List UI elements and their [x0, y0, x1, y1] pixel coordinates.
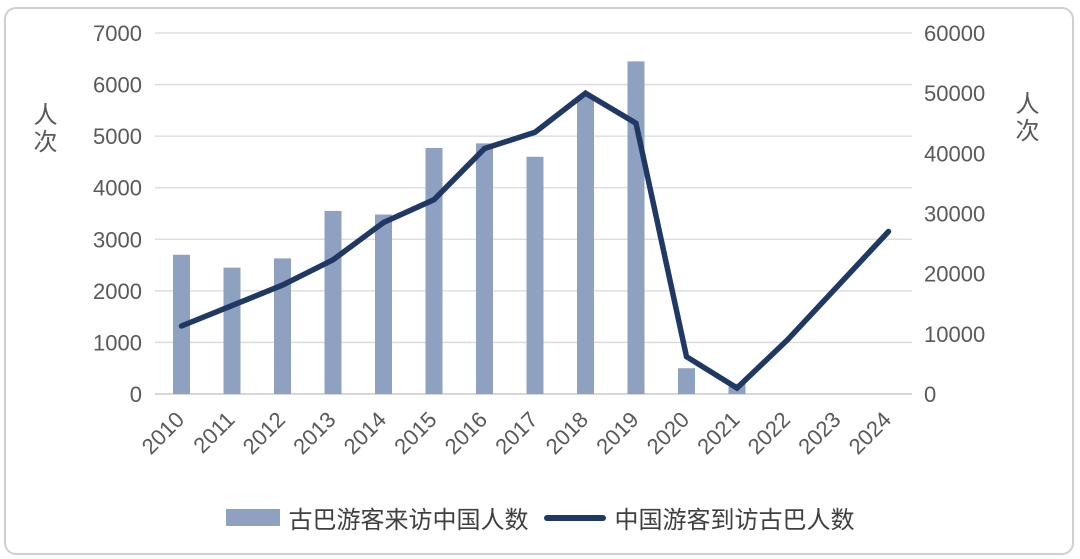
left-axis-tick: 5000 [93, 124, 142, 149]
right-axis-title: 人次 [1011, 91, 1038, 145]
bar-2016 [476, 143, 493, 394]
right-axis-tick: 10000 [924, 322, 985, 347]
x-label-2020: 2020 [642, 407, 694, 459]
tourist-line [178, 89, 892, 392]
right-axis-tick: 60000 [924, 21, 985, 46]
legend-line-label: 中国游客到访古巴人数 [614, 507, 855, 534]
legend: 古巴游客来访中国人数 中国游客到访古巴人数 [0, 500, 1080, 535]
left-axis-tick: 1000 [93, 330, 142, 355]
legend-bar-swatch [225, 509, 280, 526]
right-axis-tick: 50000 [924, 81, 985, 106]
x-label-2010: 2010 [137, 407, 189, 459]
left-axis-tick: 0 [130, 382, 142, 407]
right-axis-tick: 20000 [924, 262, 985, 287]
x-label-2021: 2021 [692, 407, 744, 459]
right-axis-tick: 40000 [924, 141, 985, 166]
right-axis-tick: 30000 [924, 202, 985, 227]
bar-2014 [375, 214, 392, 394]
x-label-2013: 2013 [288, 407, 340, 459]
x-label-2019: 2019 [591, 407, 643, 459]
left-axis-tick: 6000 [93, 73, 142, 98]
x-label-2022: 2022 [743, 407, 795, 459]
legend-line-swatch [543, 514, 606, 521]
left-axis-tick: 7000 [93, 21, 142, 46]
bar-2015 [425, 148, 443, 394]
x-label-2018: 2018 [541, 407, 593, 459]
legend-bar-label: 古巴游客来访中国人数 [288, 507, 529, 534]
x-label-2017: 2017 [490, 407, 542, 459]
x-label-2023: 2023 [793, 407, 845, 459]
left-axis-tick: 4000 [93, 176, 142, 201]
bar-2020 [678, 368, 695, 394]
bar-2013 [324, 210, 342, 394]
bar-2012 [274, 258, 291, 394]
x-label-2012: 2012 [238, 407, 290, 459]
x-label-2024: 2024 [844, 407, 896, 459]
bar-2019 [627, 61, 645, 394]
bar-2018 [577, 95, 594, 394]
x-label-2015: 2015 [389, 407, 441, 459]
left-axis-tick: 3000 [93, 227, 142, 252]
bar-2017 [526, 156, 544, 394]
x-label-2011: 2011 [188, 407, 239, 458]
x-label-2014: 2014 [339, 407, 391, 459]
right-axis-tick: 0 [924, 382, 936, 407]
left-axis-tick: 2000 [93, 279, 142, 304]
left-axis-title: 人次 [29, 102, 56, 156]
bar-2011 [223, 267, 241, 394]
x-label-2016: 2016 [440, 407, 492, 459]
